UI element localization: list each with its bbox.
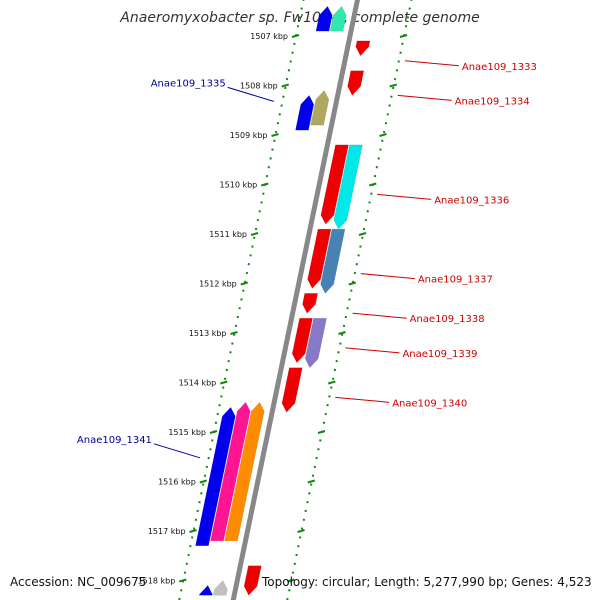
genome-backbone: [230, 0, 361, 600]
tick-mark: [358, 232, 367, 236]
tick-mark: [291, 34, 300, 38]
tick-label: 1509 kbp: [230, 131, 268, 140]
gene-arrow: [302, 293, 319, 314]
label-leader: [335, 396, 390, 403]
tick-mark: [327, 380, 336, 385]
tick-mark: [281, 83, 290, 88]
tick-mark: [260, 182, 269, 187]
tick-mark: [219, 380, 228, 385]
tick-mark: [287, 578, 295, 583]
gene-arrow: [333, 144, 363, 230]
tick-mark: [368, 182, 377, 187]
tick-mark: [230, 331, 238, 335]
tick-mark: [189, 529, 197, 533]
tick-mark: [307, 479, 316, 484]
tick-mark: [399, 34, 408, 38]
tick-mark: [338, 331, 346, 335]
tick-mark: [317, 430, 326, 434]
tick-label: 1513 kbp: [189, 329, 227, 338]
gene-label: Anae109_1335: [151, 78, 226, 89]
tick-mark: [240, 281, 249, 286]
tick-label: 1508 kbp: [240, 82, 278, 91]
gene-label: Anae109_1334: [455, 96, 530, 107]
gene-arrow: [310, 89, 330, 126]
gene-label: Anae109_1340: [392, 398, 467, 409]
tick-mark: [348, 281, 357, 286]
label-leader: [345, 347, 400, 354]
tick-mark: [379, 133, 387, 137]
reverse-track: [178, 0, 305, 600]
gene-arrow: [304, 317, 327, 369]
tick-label: 1507 kbp: [250, 32, 288, 41]
tick-mark: [179, 578, 187, 583]
label-leader: [352, 312, 407, 319]
gene-arrow: [295, 94, 315, 131]
gene-arrow: [281, 367, 303, 413]
gene-arrow: [320, 144, 349, 225]
gene-arrow: [315, 5, 333, 32]
gene-label: Anae109_1339: [402, 349, 477, 360]
label-leader: [153, 443, 201, 459]
gene-arrow: [224, 401, 265, 542]
accession-text: Accession: NC_009675: [10, 575, 147, 589]
gene-label: Anae109_1338: [410, 314, 485, 325]
gene-arrow: [329, 5, 347, 32]
gene-labels: Anae109_1333 Anae109_1334 Anae109_1335 Anae…: [77, 60, 537, 459]
tick-label: 1510 kbp: [220, 181, 258, 190]
gene-arrow: [307, 228, 332, 289]
tick-mark: [209, 430, 218, 434]
tick-mark: [297, 529, 305, 533]
dotted-tracks: [178, 0, 413, 600]
tick-label: 1515 kbp: [168, 428, 206, 437]
kbp-ticks: 1507 kbp 1508 kbp 1509 kbp 1510 kbp 1511 kbp…: [138, 32, 408, 586]
gene-arrow: [195, 406, 236, 547]
forward-track: [286, 0, 413, 600]
label-leader: [377, 193, 432, 200]
tick-label: 1514 kbp: [179, 379, 217, 388]
tick-mark: [199, 479, 208, 484]
gene-features: [195, 5, 371, 596]
tick-label: 1511 kbp: [209, 230, 247, 239]
label-leader: [227, 86, 274, 102]
tick-label: 1516 kbp: [158, 478, 196, 487]
label-leader: [360, 273, 415, 280]
label-leader: [397, 94, 452, 101]
gene-label: Anae109_1341: [77, 435, 152, 446]
gene-arrow: [243, 565, 262, 596]
backbone-line: [230, 0, 361, 600]
tick-label: 1518 kbp: [138, 577, 176, 586]
topology-text: Topology: circular; Length: 5,277,990 bp…: [262, 575, 592, 589]
gene-label: Anae109_1337: [418, 275, 493, 286]
tick-mark: [271, 133, 279, 137]
gene-arrow: [212, 580, 228, 596]
gene-arrow: [347, 70, 365, 96]
gene-label: Anae109_1333: [462, 62, 537, 73]
gene-arrow: [210, 401, 251, 542]
tick-label: 1512 kbp: [199, 280, 237, 289]
tick-label: 1517 kbp: [148, 527, 186, 536]
gene-arrow: [320, 228, 346, 294]
gene-arrow: [355, 40, 371, 57]
label-leader: [404, 60, 459, 67]
gene-label: Anae109_1336: [434, 195, 509, 206]
gene-arrow: [291, 317, 313, 364]
tick-mark: [250, 232, 259, 236]
tick-mark: [389, 83, 398, 88]
gene-arrow: [198, 584, 213, 596]
